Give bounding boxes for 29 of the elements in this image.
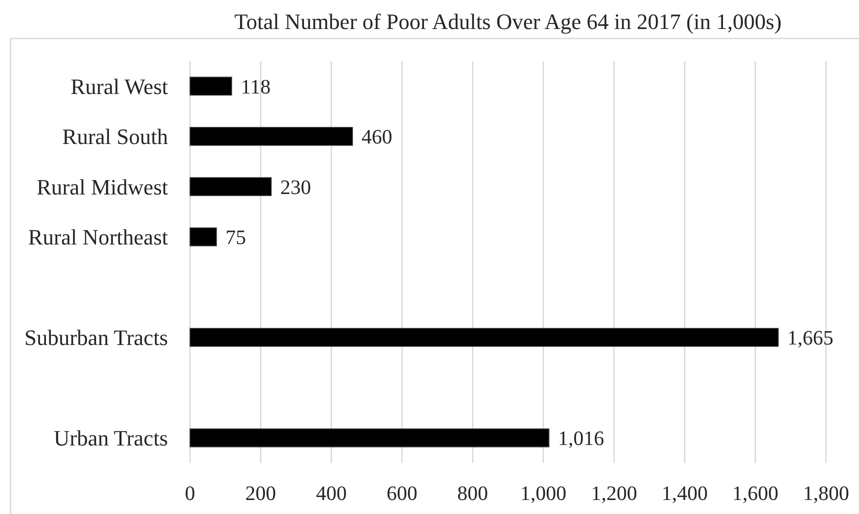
bar bbox=[190, 177, 272, 196]
x-tick-label: 1,800 bbox=[802, 483, 850, 505]
data-label: 1,665 bbox=[787, 328, 834, 350]
data-label: 1,016 bbox=[558, 428, 604, 450]
data-label: 118 bbox=[240, 76, 271, 98]
x-tick-label: 1,600 bbox=[732, 483, 778, 505]
y-tick-label: Urban Tracts bbox=[54, 426, 168, 451]
data-label: 460 bbox=[362, 126, 392, 149]
y-tick-label: Rural West bbox=[70, 74, 168, 99]
bar bbox=[190, 428, 550, 448]
data-label: 230 bbox=[280, 176, 312, 199]
bar bbox=[190, 76, 232, 96]
x-tick-label: 600 bbox=[386, 483, 418, 505]
x-tick-label: 200 bbox=[245, 483, 276, 505]
y-tick-label: Rural South bbox=[62, 124, 168, 150]
y-tick-label: Rural Midwest bbox=[36, 174, 168, 200]
x-tick-label: 1,000 bbox=[520, 483, 566, 505]
bar bbox=[190, 126, 353, 146]
y-tick-label: Rural Northeast bbox=[28, 224, 168, 250]
x-tick-label: 0 bbox=[184, 483, 196, 505]
x-tick-label: 1,400 bbox=[662, 483, 708, 505]
chart-title: Total Number of Poor Adults Over Age 64 in 2017 (in 1,000s) bbox=[234, 9, 782, 34]
bar bbox=[190, 227, 217, 246]
x-tick-label: 400 bbox=[316, 483, 347, 505]
bar bbox=[190, 328, 779, 347]
x-tick-label: 1,200 bbox=[590, 483, 638, 505]
x-tick-label: 800 bbox=[457, 483, 488, 505]
y-tick-label: Suburban Tracts bbox=[24, 325, 168, 350]
data-label: 75 bbox=[226, 227, 246, 250]
